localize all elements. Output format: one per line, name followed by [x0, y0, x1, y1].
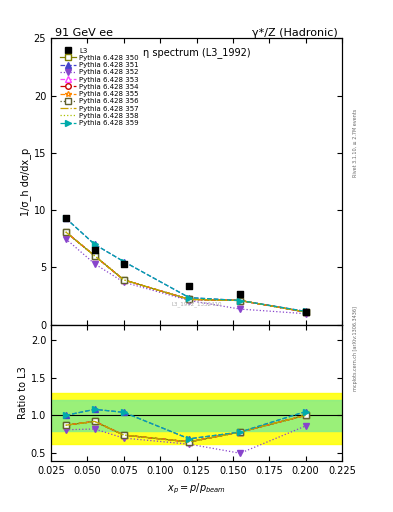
Text: 91 GeV ee: 91 GeV ee — [55, 28, 113, 38]
Text: mcplots.cern.ch [arXiv:1306.3436]: mcplots.cern.ch [arXiv:1306.3436] — [353, 306, 358, 391]
Point — [62, 214, 69, 222]
Y-axis label: 1/σ_h dσ/dx_p: 1/σ_h dσ/dx_p — [20, 147, 31, 216]
Point — [303, 308, 309, 316]
Point — [186, 282, 193, 290]
Point — [92, 246, 98, 254]
Point — [237, 290, 243, 298]
X-axis label: $x_p=p/p_{beam}$: $x_p=p/p_{beam}$ — [167, 481, 226, 496]
Text: η spectrum (L3_1992): η spectrum (L3_1992) — [143, 47, 250, 58]
Y-axis label: Ratio to L3: Ratio to L3 — [18, 366, 28, 419]
Text: Rivet 3.1.10, ≥ 2.7M events: Rivet 3.1.10, ≥ 2.7M events — [353, 109, 358, 178]
Text: γ*/Z (Hadronic): γ*/Z (Hadronic) — [252, 28, 338, 38]
Text: L3_1992_1332410: L3_1992_1332410 — [171, 302, 222, 307]
Legend: L3, Pythia 6.428 350, Pythia 6.428 351, Pythia 6.428 352, Pythia 6.428 353, Pyth: L3, Pythia 6.428 350, Pythia 6.428 351, … — [59, 46, 140, 127]
Point — [121, 260, 127, 268]
